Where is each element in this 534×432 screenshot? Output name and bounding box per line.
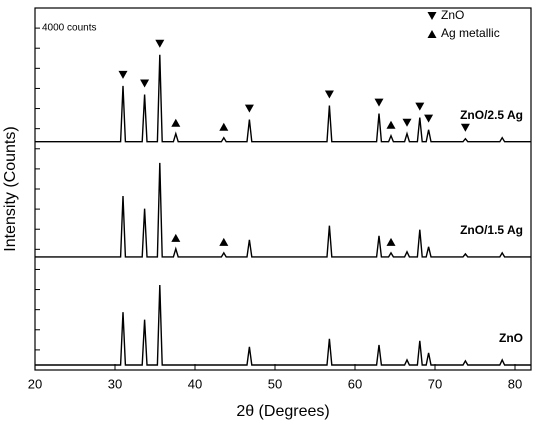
zno-marker	[415, 102, 425, 111]
x-tick-label: 40	[188, 376, 202, 391]
x-tick-label: 60	[348, 376, 362, 391]
scale-note: 4000 counts	[42, 23, 97, 34]
plot-frame	[34, 7, 532, 371]
x-tick-label: 30	[108, 376, 122, 391]
pattern-line	[35, 54, 531, 143]
y-axis-title: Intensity (Counts)	[2, 126, 19, 251]
zno-marker	[155, 39, 165, 48]
x-axis-title: 2θ (Degrees)	[236, 403, 329, 420]
zno-marker	[140, 79, 150, 88]
legend-label: Ag metallic	[441, 26, 500, 40]
zno-marker	[460, 123, 470, 132]
zno-marker	[424, 114, 434, 123]
legend-symbol	[427, 30, 437, 38]
pattern-line	[35, 162, 531, 258]
zno-marker	[402, 118, 412, 127]
pattern-label: ZnO/1.5 Ag	[460, 223, 523, 237]
pattern-label: ZnO/2.5 Ag	[460, 108, 523, 122]
zno-marker	[118, 70, 128, 79]
ag-marker	[386, 237, 396, 246]
x-tick-label: 70	[428, 376, 442, 391]
zno-marker	[324, 90, 334, 99]
legend-label: ZnO	[441, 8, 464, 22]
ag-marker	[219, 237, 229, 246]
ag-marker	[219, 122, 229, 131]
zno-marker	[244, 104, 254, 113]
ag-marker	[171, 118, 181, 127]
pattern-label: ZnO	[499, 331, 523, 345]
ag-marker	[386, 120, 396, 129]
x-tick-label: 50	[268, 376, 282, 391]
x-tick-label: 80	[508, 376, 522, 391]
legend-symbol	[427, 12, 437, 20]
ag-marker	[171, 233, 181, 242]
zno-marker	[374, 98, 384, 107]
x-tick-label: 20	[28, 376, 42, 391]
pattern-line	[35, 284, 531, 366]
